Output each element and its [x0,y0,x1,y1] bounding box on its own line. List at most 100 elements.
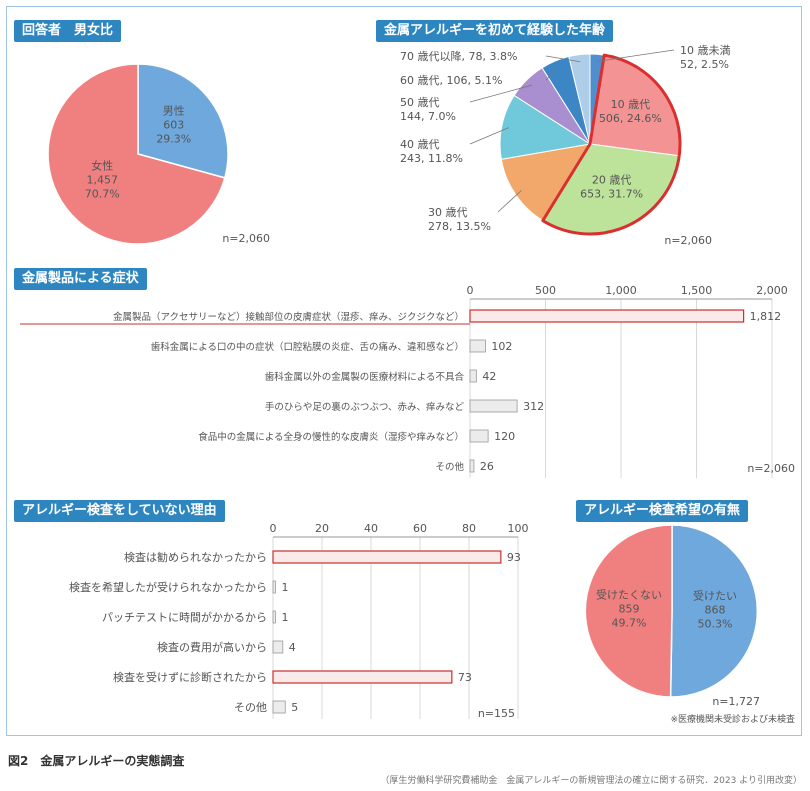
onset-pie-slice-label: 243, 11.8% [400,152,463,165]
onset-pie-slice-label: 144, 7.0% [400,110,456,123]
gender-pie-slice [137,63,229,179]
reasons-category-label: 検査を希望したが受けられなかったから [69,580,267,594]
test-wish-pie-slice-label: 49.7% [612,617,647,630]
onset-pie-slice-label: 52, 2.5% [680,58,729,71]
onset-pie-highlight [541,53,682,236]
reasons-bar [272,670,453,684]
reasons-bar [272,700,286,714]
symptoms-value-label: 312 [523,400,544,413]
test-wish-pie-slice-label: 受けたい [693,589,737,602]
reasons-bar [272,580,276,594]
gender-chart-title: 回答者 男女比 [14,20,122,42]
symptoms-tick-label: 500 [535,284,556,297]
symptoms-value-label: 26 [480,460,494,473]
symptoms-bar [469,339,486,353]
onset-pie-slice-label: 30 歳代 [428,206,468,219]
onset-pie-slice-label: 10 歳代 [611,98,651,111]
reasons-tick-label: 80 [462,522,476,535]
symptoms-bar [469,369,477,383]
onset-age-chart-title: 金属アレルギーを初めて経験した年齢 [376,20,614,42]
onset-pie-leader-line [469,84,532,103]
reasons-tick-label: 100 [508,522,529,535]
reasons-n-label: n=155 [478,707,515,720]
gender-pie-slice-label: 男性 [163,104,185,118]
test-wish-chart-title: アレルギー検査希望の有無 [576,500,749,522]
reasons-tick-label: 40 [364,522,378,535]
no-test-reasons-bar-chart: 0 20 40 60 80 100 検査は勧められなかったから 93 検査を希望したが受けられな… [69,522,529,720]
symptoms-value-label: 102 [491,340,512,353]
symptoms-tick-label: 0 [467,284,474,297]
symptoms-n-label: n=2,060 [747,462,795,475]
onset-pie-slice-label: 20 歳代 [592,174,632,187]
symptoms-tick-label: 2,000 [756,284,788,297]
test-wish-pie-n-label: n=1,727 [712,695,760,708]
symptoms-category-label: 手のひらや足の裏のぶつぶつ、赤み、痒みなど [265,401,465,413]
reasons-bar [272,610,276,624]
onset-pie-slice-label: 40 歳代 [400,138,440,151]
no-test-reasons-chart-title: アレルギー検査をしていない理由 [14,500,225,522]
onset-pie-slice [568,53,591,145]
onset-pie-leader-line [469,127,510,145]
reasons-value-label: 93 [507,551,521,564]
onset-pie-leader-line [497,190,522,213]
reasons-category-label: 検査は勧められなかったから [124,550,267,564]
reasons-value-label: 73 [458,671,472,684]
symptoms-category-label: その他 [435,461,464,473]
symptoms-bar [469,429,489,443]
symptoms-value-label: 120 [494,430,515,443]
test-wish-pie-slice [669,524,758,698]
onset-pie-leader-line [545,55,581,63]
symptoms-tick-label: 1,000 [605,284,637,297]
onset-pie-leader-line [545,67,559,81]
onset-pie-slice-label: 278, 13.5% [428,220,491,233]
test-wish-note: ※医療機関未受診および未検査 [670,713,795,725]
symptoms-category-label: 歯科金属による口の中の症状（口腔粘膜の炎症、舌の痛み、違和感など） [151,341,464,353]
onset-pie-slice-label: 70 歳代以降, 78, 3.8% [400,49,517,63]
onset-pie-slice-label: 506, 24.6% [599,112,662,125]
reasons-value-label: 5 [291,701,298,714]
gender-pie-slice-label: 603 [163,119,184,132]
onset-pie-slice-label: 653, 31.7% [580,188,643,201]
gender-pie-slice [47,63,226,245]
symptoms-value-label: 42 [482,370,496,383]
reasons-category-label: 検査の費用が高いから [157,640,267,654]
symptoms-bar [469,459,475,473]
test-wish-pie-slice-label: 受けたくない [596,589,662,602]
reasons-value-label: 1 [281,581,288,594]
figure-caption: 図2 金属アレルギーの実態調査 [8,754,185,768]
symptoms-value-label: 1,812 [750,310,782,323]
symptoms-category-label: 歯科金属以外の金属製の医療材料による不具合 [265,371,465,383]
reasons-category-label: 検査を受けずに診断されたから [113,670,267,684]
reasons-tick-label: 0 [270,522,277,535]
reasons-value-label: 1 [281,611,288,624]
onset-pie-slice-label: 60 歳代, 106, 5.1% [400,74,502,87]
gender-pie-slice-label: 70.7% [85,187,120,200]
gender-pie-slice-label: 女性 [91,158,113,172]
symptoms-bar-chart: 0 500 1,000 1,500 2,000 金属製品（アクセサリーなど）接触部位の皮膚… [20,284,795,478]
onset-pie-slice [499,94,592,160]
symptoms-chart-title: 金属製品による症状 [14,268,147,290]
symptoms-bar [469,309,745,323]
symptoms-category-label: 金属製品（アクセサリーなど）接触部位の皮膚症状（湿疹、痒み、ジクジクなど） [113,311,464,323]
reasons-bar [272,640,284,654]
test-wish-pie-slice [584,524,673,698]
symptoms-bar [469,399,518,413]
test-wish-pie-slice-label: 50.3% [698,617,733,630]
onset-pie-slice [500,143,592,222]
test-wish-pie-slice-label: 859 [619,603,640,616]
symptoms-tick-label: 1,500 [681,284,713,297]
onset-pie-leader-line [596,49,675,62]
reasons-bar [272,550,502,564]
reasons-value-label: 4 [289,641,296,654]
onset-pie-n-label: n=2,060 [664,234,712,247]
onset-pie-slice-label: 50 歳代 [400,96,440,109]
symptoms-category-label: 食品中の金属による全身の慢性的な皮膚炎（湿疹や痒みなど） [198,431,464,443]
reasons-category-label: その他 [234,701,267,714]
gender-pie-slice-label: 29.3% [156,133,191,146]
reasons-tick-label: 20 [315,522,329,535]
test-wish-pie-slice-label: 868 [704,603,725,616]
reasons-category-label: パッチテストに時間がかかるから [102,610,267,624]
